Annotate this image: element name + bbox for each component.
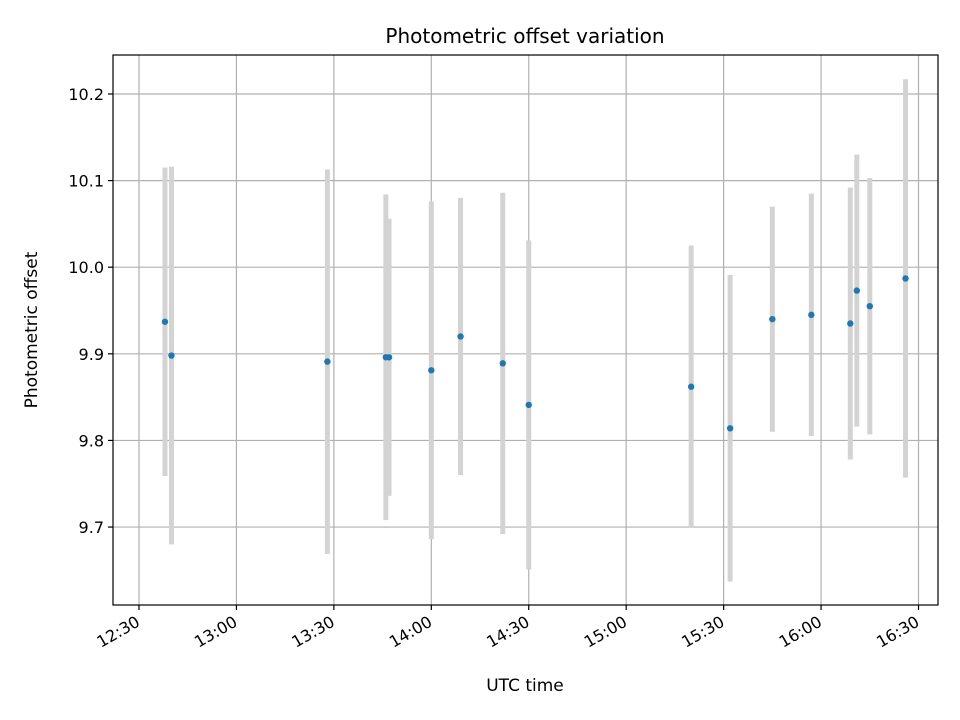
y-tick-label: 9.9 [79, 345, 104, 364]
x-axis-label: UTC time [486, 676, 564, 696]
data-point [808, 311, 815, 319]
data-point [525, 401, 532, 409]
data-point [457, 333, 464, 340]
data-point [726, 425, 734, 432]
y-tick-label: 10.2 [68, 85, 104, 104]
data-point [769, 315, 776, 323]
y-tick-label: 9.8 [79, 431, 104, 450]
plot-frame [112, 54, 939, 606]
data-points [161, 275, 909, 432]
data-point [853, 287, 860, 294]
y-tick-label: 10.1 [68, 172, 104, 191]
y-axis-label: Photometric offset [22, 251, 42, 408]
data-point [866, 302, 873, 310]
data-point [161, 318, 169, 325]
data-point [902, 275, 909, 282]
data-point [687, 383, 695, 390]
data-point [499, 360, 506, 367]
data-point [385, 354, 393, 361]
data-point [847, 320, 854, 327]
y-tick-label: 10.0 [68, 258, 104, 277]
data-point [324, 358, 331, 365]
data-point [168, 352, 175, 359]
chart-title: Photometric offset variation [385, 24, 664, 48]
data-point [428, 367, 435, 374]
y-tick-label: 9.7 [79, 518, 104, 537]
